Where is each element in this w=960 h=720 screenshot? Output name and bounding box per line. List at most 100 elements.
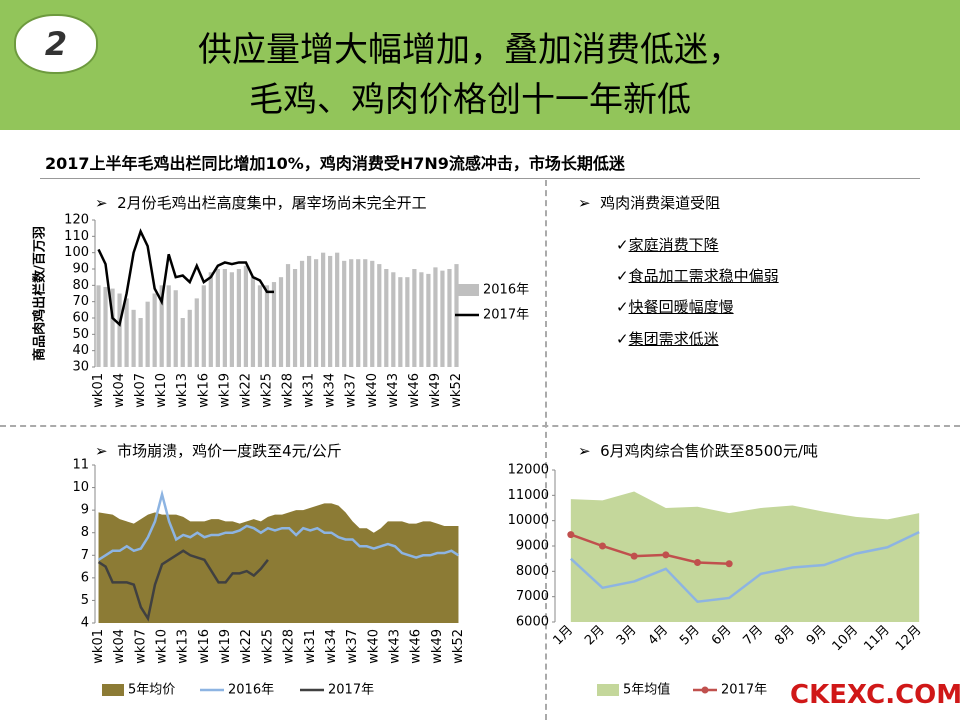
- legend-key: [102, 684, 124, 696]
- y-tick-label: 40: [72, 343, 89, 358]
- title-line: 毛鸡、鸡肉价格创十一年新低: [249, 80, 691, 120]
- bar: [257, 285, 263, 367]
- y-tick-label: 8: [81, 525, 89, 540]
- area: [98, 503, 459, 623]
- bar: [145, 301, 150, 367]
- bar: [222, 269, 227, 367]
- x-tick-label: wk13: [175, 373, 190, 408]
- bar: [370, 260, 375, 367]
- point: [599, 542, 606, 550]
- bar: [152, 293, 157, 367]
- x-tick-label: wk16: [196, 373, 211, 408]
- x-tick-label: 7月: [740, 623, 766, 649]
- x-tick-label: wk01: [91, 629, 106, 664]
- x-tick-label: wk07: [133, 629, 148, 664]
- y-tick-label: 100: [64, 245, 89, 260]
- x-tick-label: wk16: [197, 629, 212, 664]
- y-tick-label: 90: [72, 262, 89, 277]
- legend-label: 5年均价: [128, 683, 175, 698]
- y-tick-label: 9000: [516, 539, 549, 554]
- bar: [391, 272, 396, 367]
- bar: [159, 285, 164, 367]
- x-tick-label: wk46: [407, 373, 422, 408]
- y-tick-label: 80: [72, 278, 89, 293]
- bullet: ➢ 鸡肉消费渠道受阻: [578, 194, 721, 212]
- bar: [356, 259, 361, 367]
- legend-label: 2017年: [483, 308, 529, 323]
- check-text: 家庭消费下降: [628, 236, 719, 254]
- y-tick-label: 9: [81, 503, 89, 518]
- x-tick-label: wk28: [281, 373, 296, 408]
- x-tick-label: wk19: [217, 373, 232, 408]
- y-tick-label: 6: [81, 570, 89, 585]
- y-axis-title: 商品肉鸡出栏数/百万羽: [32, 226, 48, 361]
- point: [567, 531, 575, 539]
- line: [97, 549, 269, 622]
- line: [97, 228, 274, 327]
- point: [694, 558, 701, 566]
- bar: [292, 269, 298, 367]
- y-tick-label: 6000: [516, 615, 549, 630]
- divider: [40, 178, 920, 179]
- y-tick-label: 120: [64, 213, 89, 228]
- x-tick-label: 10月: [830, 623, 861, 654]
- x-tick-label: 6月: [709, 623, 735, 649]
- divider: [545, 180, 547, 720]
- legend-key: [457, 284, 479, 296]
- y-tick-label: 10000: [508, 513, 549, 528]
- bar: [440, 270, 445, 367]
- y-tick-label: 7000: [516, 589, 549, 604]
- bar: [110, 288, 115, 367]
- bar: [124, 298, 129, 367]
- bar: [285, 264, 291, 367]
- bar: [173, 290, 178, 367]
- x-tick-label: wk34: [323, 373, 338, 408]
- bar: [349, 259, 354, 367]
- x-tick-label: 2月: [582, 623, 608, 649]
- legend-label: 2017年: [328, 683, 374, 698]
- x-tick-label: wk28: [282, 629, 297, 664]
- y-tick-label: 8000: [516, 564, 549, 579]
- x-tick-label: wk22: [239, 629, 254, 664]
- x-tick-label: wk10: [154, 373, 169, 408]
- x-tick-label: wk01: [91, 373, 106, 408]
- y-tick-label: 5: [81, 593, 89, 608]
- bar: [243, 265, 249, 367]
- bar: [208, 272, 213, 367]
- x-tick-label: wk04: [112, 373, 127, 408]
- x-tick-label: wk49: [430, 629, 445, 664]
- bullet-text: 6月鸡肉综合售价跌至8500元/吨: [600, 442, 818, 460]
- x-tick-label: 3月: [614, 623, 640, 649]
- bar: [342, 260, 347, 367]
- area: [570, 491, 920, 622]
- bullet-text: 鸡肉消费渠道受阻: [600, 194, 721, 212]
- x-tick-label: wk40: [366, 629, 381, 664]
- bar: [117, 293, 122, 367]
- x-tick-label: wk19: [218, 629, 233, 664]
- check-item: ✓集团需求低迷: [616, 330, 719, 348]
- y-tick-label: 10: [72, 480, 89, 495]
- y-tick-label: 4: [81, 616, 89, 631]
- x-tick-label: wk04: [112, 629, 127, 664]
- bar: [138, 318, 143, 367]
- bar: [412, 269, 417, 367]
- y-tick-label: 60: [72, 311, 89, 326]
- bar: [278, 277, 284, 367]
- bar: [201, 285, 206, 367]
- bar: [426, 273, 431, 367]
- x-tick-label: 8月: [772, 623, 798, 649]
- legend-label: 2016年: [228, 683, 274, 698]
- check-text: 食品加工需求稳中偏弱: [628, 267, 779, 285]
- bullet-text: 2月份毛鸡出栏高度集中，屠宰场尚未完全开工: [117, 194, 427, 212]
- bullet: ➢ 市场崩溃，鸡价一度跌至4元/公斤: [95, 442, 342, 460]
- legend-label: 5年均值: [623, 682, 670, 698]
- y-tick-label: 7: [81, 548, 89, 563]
- y-tick-label: 50: [72, 327, 89, 342]
- check-item: ✓家庭消费下降: [616, 236, 719, 254]
- bar: [166, 285, 171, 367]
- subtitle: 2017上半年毛鸡出栏同比增加10%，鸡肉消费受H7N9流感冲击，市场长期低迷: [45, 154, 625, 173]
- bar: [180, 318, 185, 367]
- x-tick-label: wk34: [324, 629, 339, 664]
- x-tick-label: wk40: [365, 373, 380, 408]
